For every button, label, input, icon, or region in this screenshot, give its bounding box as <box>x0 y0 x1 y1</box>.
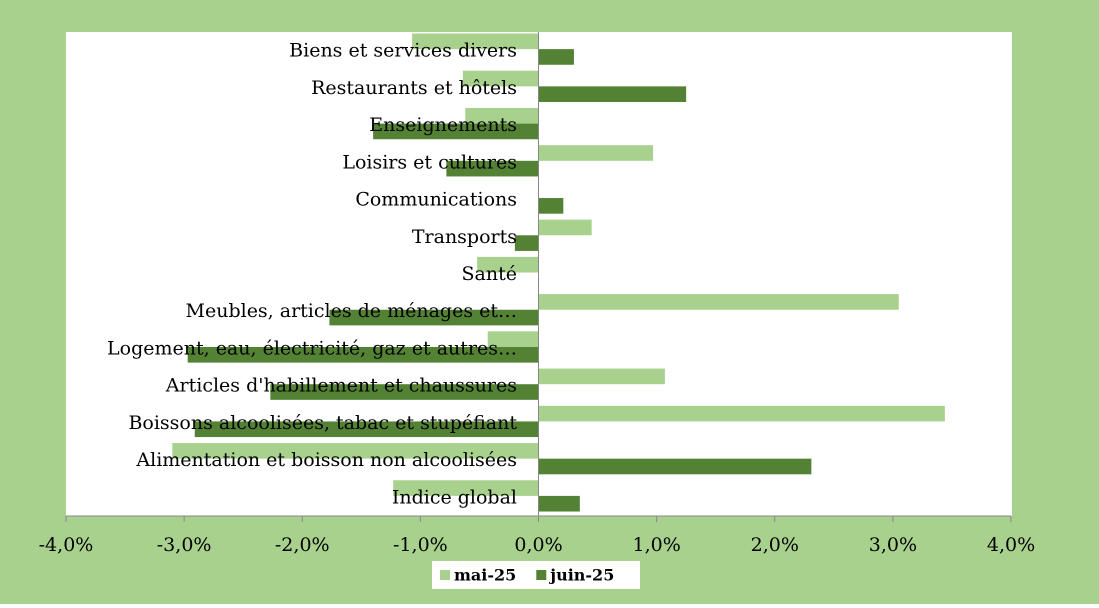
x-tick-label: 1,0% <box>632 534 680 556</box>
legend-swatch <box>536 570 547 580</box>
x-tick-label: 2,0% <box>751 534 799 556</box>
bar <box>538 405 945 422</box>
category-label: Loisirs et cultures <box>342 151 517 173</box>
category-label: Alimentation et boisson non alcoolisées <box>135 449 517 471</box>
x-tick-label: 0,0% <box>514 534 562 556</box>
bar <box>538 294 899 310</box>
bar <box>393 480 539 496</box>
category-label: Biens et services divers <box>289 40 517 62</box>
category-label: Transports <box>412 226 517 248</box>
bar <box>538 49 574 65</box>
x-tick-label: 4,0% <box>987 534 1035 556</box>
category-label: Meubles, articles de ménages et… <box>186 300 517 322</box>
bar <box>538 145 654 161</box>
bar <box>172 443 539 459</box>
bar <box>187 346 539 363</box>
bar <box>538 219 592 236</box>
x-tick-label: -1,0% <box>393 534 448 556</box>
bar <box>538 458 812 475</box>
bar <box>477 256 539 273</box>
bar <box>194 421 539 438</box>
bar <box>270 384 539 400</box>
category-label: Enseignements <box>369 114 517 136</box>
bar <box>538 495 580 512</box>
category-label: Articles d'habillement et chaussures <box>165 375 517 397</box>
bar <box>462 70 539 87</box>
x-tick-label: -2,0% <box>275 534 330 556</box>
legend-box <box>432 561 640 589</box>
category-label: Indice global <box>392 486 517 508</box>
legend-label: mai-25 <box>454 566 516 585</box>
bar <box>446 160 539 177</box>
bar <box>373 123 539 140</box>
bar <box>514 235 539 251</box>
category-label: Logement, eau, électricité, gaz et autre… <box>107 337 517 359</box>
bar <box>329 309 539 326</box>
legend-label: juin-25 <box>548 566 614 585</box>
x-tick-label: -4,0% <box>39 534 94 556</box>
category-label: Restaurants et hôtels <box>311 77 517 99</box>
bar <box>538 198 564 214</box>
bar <box>412 33 539 50</box>
category-label: Santé <box>462 263 517 285</box>
category-label: Boissons alcoolisées, tabac et stupéfian… <box>128 412 517 434</box>
bar <box>487 331 539 347</box>
bar <box>465 107 539 124</box>
bar <box>538 86 687 102</box>
x-tick-label: 3,0% <box>869 534 917 556</box>
category-label: Communications <box>355 189 517 211</box>
x-tick-label: -3,0% <box>157 534 212 556</box>
bar <box>538 368 665 385</box>
legend-swatch <box>440 570 450 580</box>
